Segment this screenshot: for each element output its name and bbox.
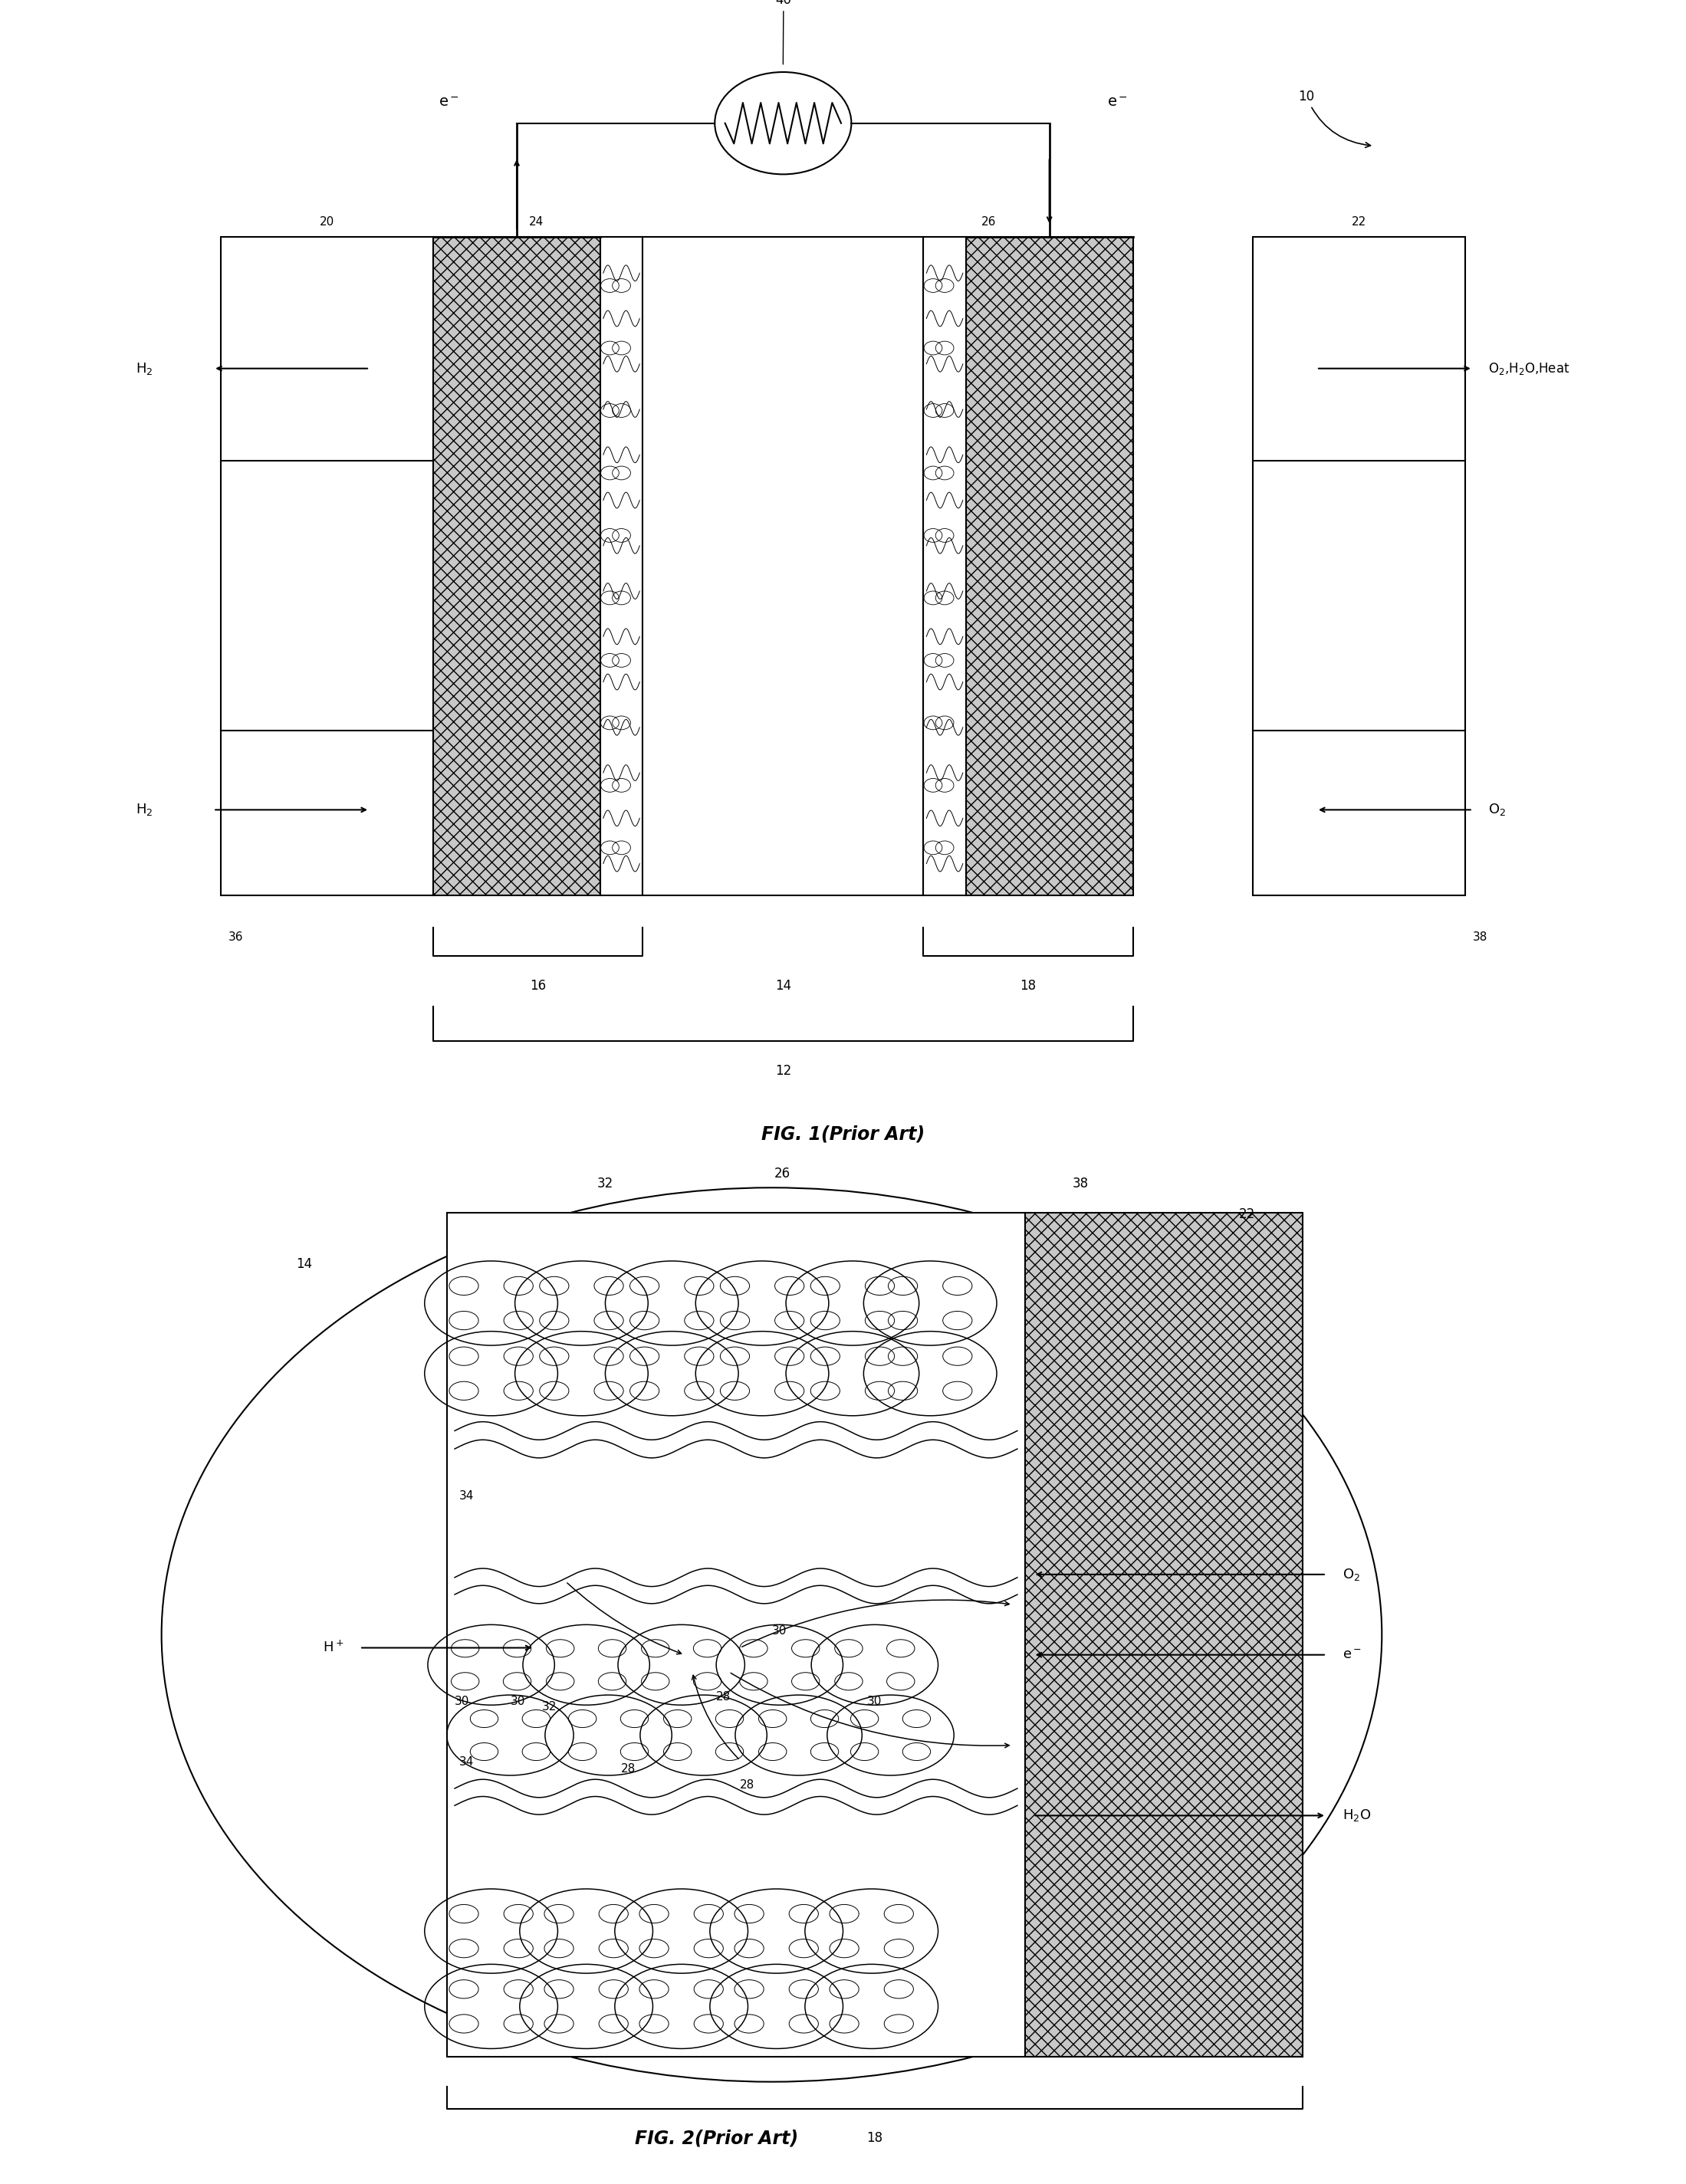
Text: O$_2$,H$_2$O,Heat: O$_2$,H$_2$O,Heat [1489, 360, 1570, 376]
Text: 36: 36 [229, 933, 243, 943]
Text: H$_2$: H$_2$ [135, 802, 152, 817]
Text: 32: 32 [597, 1177, 614, 1190]
Text: 22: 22 [1239, 1208, 1256, 1221]
Bar [1025, 1212, 1303, 2057]
Text: 40: 40 [776, 0, 791, 63]
Text: 30: 30 [772, 1625, 787, 1638]
Text: 18: 18 [1020, 978, 1037, 994]
Bar [924, 236, 966, 895]
Text: 32: 32 [541, 1701, 556, 1712]
Text: H$_2$O: H$_2$O [1342, 1808, 1371, 1824]
Bar [221, 236, 433, 895]
Text: 34: 34 [460, 1489, 474, 1500]
Text: 10: 10 [1298, 90, 1371, 149]
Text: 14: 14 [297, 1258, 312, 1271]
Text: 24: 24 [529, 216, 543, 227]
Text: H$^+$: H$^+$ [322, 1640, 344, 1655]
Text: 20: 20 [320, 216, 334, 227]
Text: 22: 22 [1352, 216, 1366, 227]
Bar [433, 236, 600, 895]
Text: 26: 26 [981, 216, 996, 227]
Bar [1253, 236, 1465, 895]
Text: 38: 38 [1474, 933, 1487, 943]
Text: e$^-$: e$^-$ [1342, 1649, 1361, 1662]
Text: O$_2$: O$_2$ [1342, 1566, 1361, 1581]
Bar [600, 236, 642, 895]
Text: 14: 14 [776, 978, 791, 994]
Text: 18: 18 [867, 2132, 883, 2145]
Text: 26: 26 [774, 1166, 791, 1182]
Text: 12: 12 [776, 1064, 791, 1079]
Text: O$_2$: O$_2$ [1489, 802, 1506, 817]
Text: 28: 28 [717, 1690, 732, 1701]
Text: 16: 16 [529, 978, 546, 994]
Text: 30: 30 [455, 1695, 470, 1708]
Bar [966, 236, 1133, 895]
Text: 28: 28 [740, 1780, 755, 1791]
Bar [642, 236, 924, 895]
Text: 30: 30 [867, 1695, 882, 1708]
Text: H$_2$: H$_2$ [135, 360, 152, 376]
Text: FIG. 2(Prior Art): FIG. 2(Prior Art) [634, 2129, 797, 2147]
Bar [1025, 1212, 1303, 2057]
Text: e$^-$: e$^-$ [438, 94, 459, 109]
Bar [966, 236, 1133, 895]
Text: 38: 38 [1072, 1177, 1089, 1190]
Bar [433, 236, 600, 895]
Bar [447, 1212, 1025, 2057]
Text: 28: 28 [620, 1762, 636, 1776]
Text: 2: 2 [722, 620, 828, 688]
Text: 30: 30 [511, 1695, 524, 1708]
Text: 34: 34 [460, 1756, 474, 1767]
Text: e$^-$: e$^-$ [1108, 94, 1128, 109]
Text: FIG. 1(Prior Art): FIG. 1(Prior Art) [762, 1125, 924, 1144]
